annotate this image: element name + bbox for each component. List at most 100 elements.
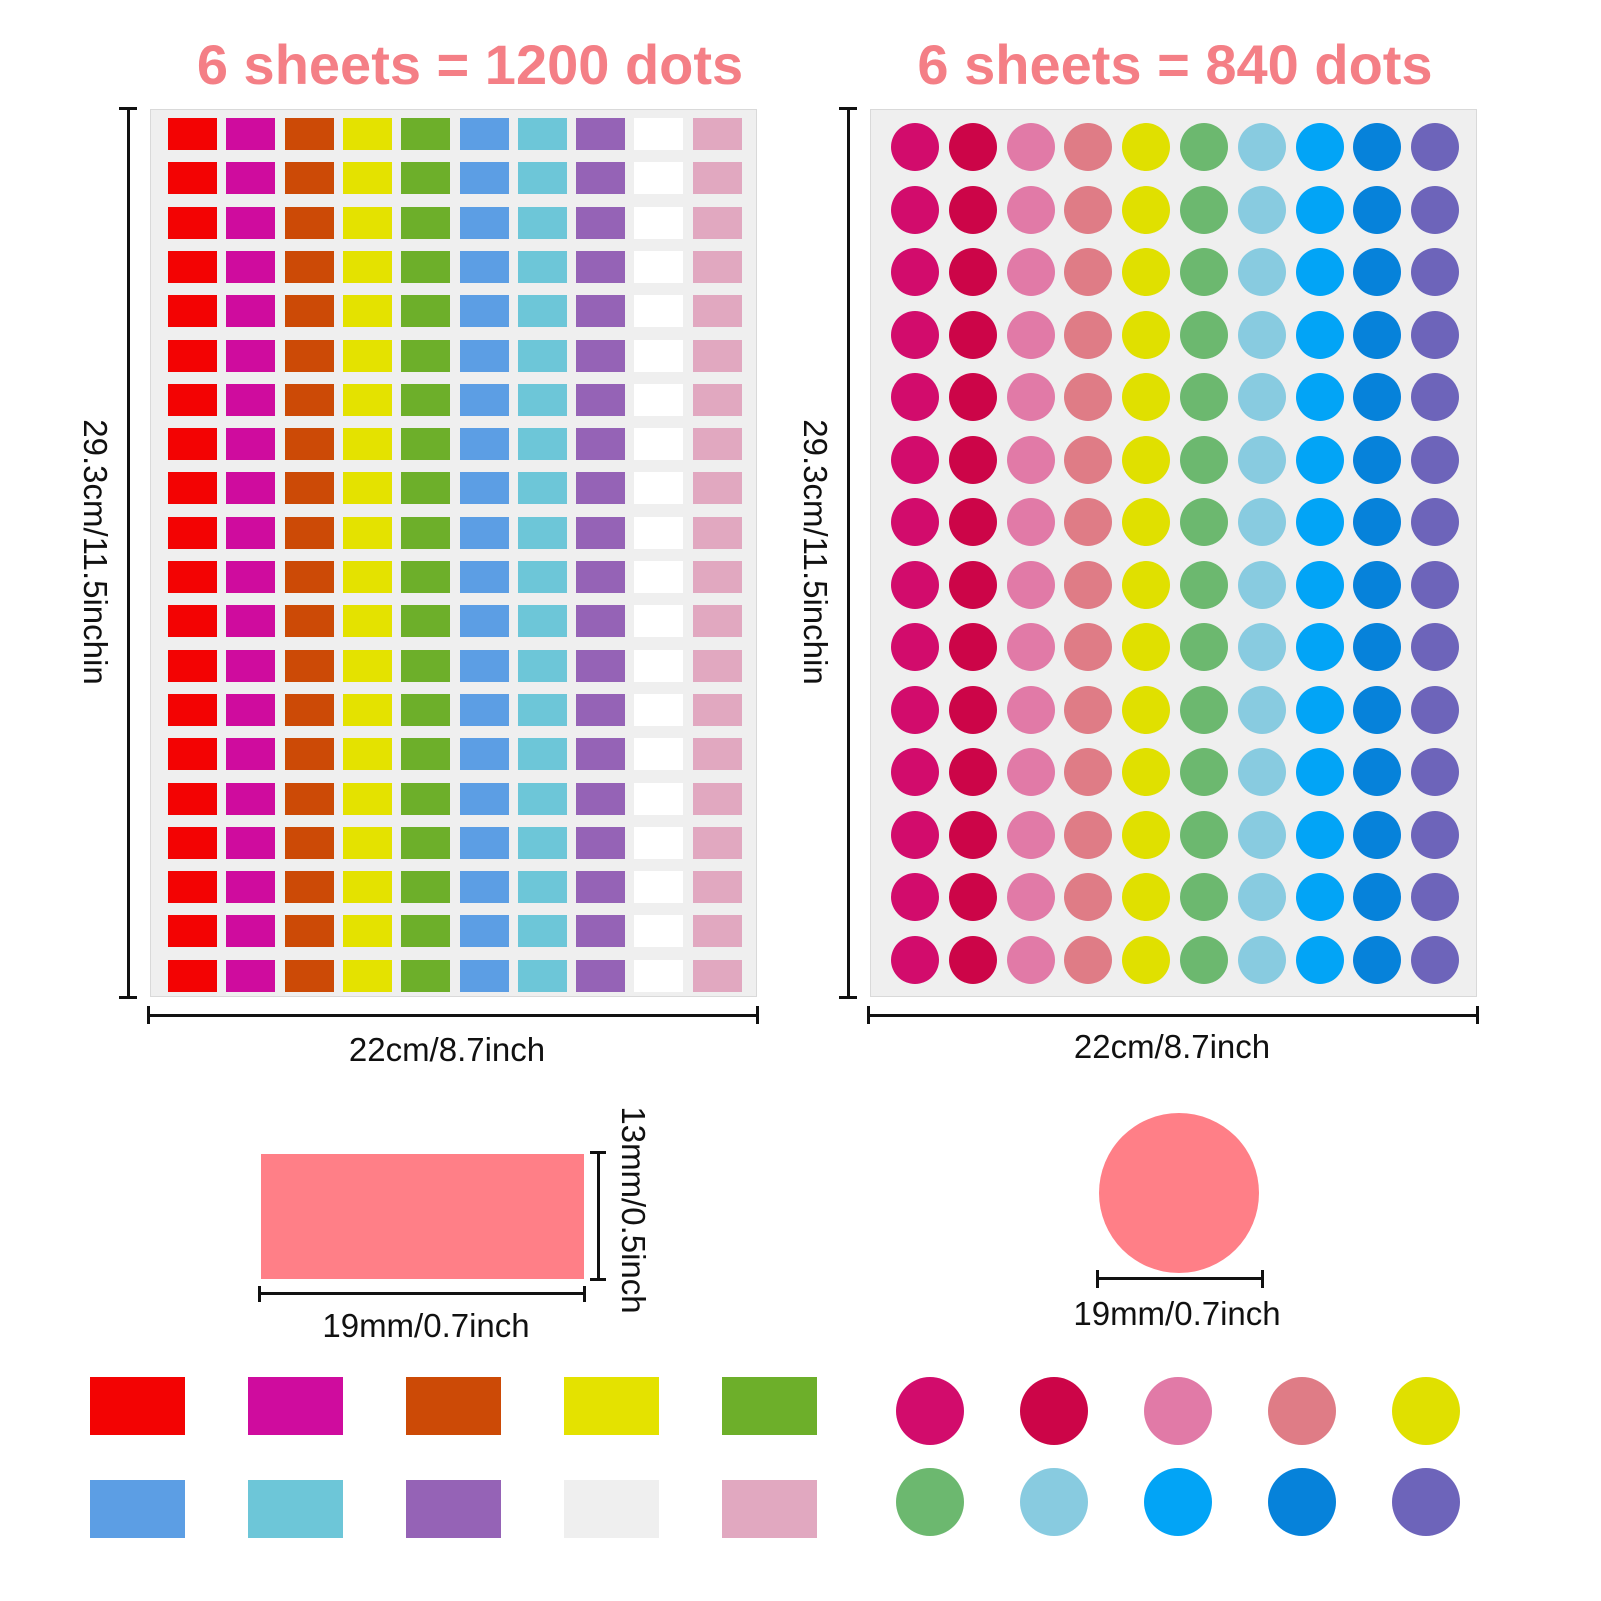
dot-label: [891, 810, 939, 859]
rectangle-label: [342, 472, 392, 505]
dot-label: [1353, 248, 1402, 296]
dot-label: [1006, 623, 1055, 671]
rectangle-label: [517, 561, 567, 593]
rectangle-label: [517, 472, 567, 505]
rectangle-label: [342, 250, 392, 283]
rectangle-label: [692, 339, 742, 372]
dot-label: [948, 123, 997, 171]
rectangle-label: [401, 383, 451, 416]
rectangle-label: [576, 826, 626, 859]
dot-label: [1237, 560, 1286, 609]
rectangle-label: [284, 605, 334, 638]
rectangle-label: [517, 339, 567, 372]
dot-label: [1295, 248, 1344, 296]
rectangle-label: [226, 782, 276, 815]
rectangle-label: [692, 206, 742, 239]
rectangle-label: [226, 693, 276, 726]
dot-color-swatch: [896, 1377, 964, 1445]
dot-label: [1237, 185, 1286, 234]
left-width-label: 22cm/8.7inch: [348, 1031, 546, 1068]
rectangle-label: [459, 339, 509, 372]
dot-label: [1411, 873, 1460, 921]
rectangle-label: [284, 782, 334, 815]
dot-label: [1006, 123, 1055, 171]
dot-label: [891, 685, 939, 734]
right-width-label: 22cm/8.7inch: [1073, 1028, 1271, 1065]
dot-label: [891, 373, 939, 421]
rectangle-label: [576, 782, 626, 815]
dot-label: [1353, 685, 1402, 734]
dot-diameter-label: 19mm/0.7inch: [1073, 1295, 1281, 1332]
rectangle-label: [226, 915, 276, 948]
dot-label: [1411, 748, 1460, 796]
dot-label: [948, 560, 997, 609]
rectangle-label: [459, 162, 509, 195]
dot-label: [1411, 373, 1460, 421]
dot-label: [1180, 435, 1228, 484]
rectangle-color-swatch: [90, 1480, 185, 1538]
dot-label: [1122, 435, 1171, 484]
dot-label: [948, 935, 997, 984]
dot-label: [1006, 873, 1055, 921]
dot-label: [1295, 435, 1344, 484]
dot-label: [1006, 248, 1055, 296]
rectangle-label: [226, 516, 276, 549]
dot-label: [1237, 685, 1286, 734]
rectangle-label: [634, 162, 684, 195]
dot-label: [1411, 623, 1460, 671]
rectangle-label: [168, 649, 217, 682]
rectangle-label: [284, 295, 334, 328]
rectangle-label: [517, 605, 567, 638]
rectangle-label: [401, 162, 451, 195]
rectangle-label: [342, 295, 392, 328]
dot-label: [891, 248, 939, 296]
dot-label: [1180, 748, 1228, 796]
rectangle-label: [576, 472, 626, 505]
rectangle-label: [459, 915, 509, 948]
dot-label: [1237, 748, 1286, 796]
rectangle-label: [168, 605, 217, 638]
rectangle-label: [634, 871, 684, 904]
rectangle-label: [576, 339, 626, 372]
rectangle-label: [634, 472, 684, 505]
right-height-label: 29.3cm/11.5inchin: [797, 419, 834, 685]
dot-label: [1064, 123, 1113, 171]
dot-label: [1411, 935, 1460, 984]
dot-label: [1180, 623, 1228, 671]
rectangle-label: [226, 871, 276, 904]
dot-label: [1237, 935, 1286, 984]
dot-label-sample: [1099, 1113, 1259, 1273]
dot-label: [1411, 498, 1460, 546]
dot-label: [1237, 623, 1286, 671]
dot-label: [1064, 935, 1113, 984]
rectangle-label: [692, 516, 742, 549]
rectangle-label: [168, 250, 217, 283]
rectangle-label: [634, 782, 684, 815]
rectangle-label: [459, 250, 509, 283]
rectangle-label: [401, 959, 451, 992]
dot-label: [1006, 685, 1055, 734]
rectangle-label: [342, 782, 392, 815]
dot-label: [1180, 810, 1228, 859]
rectangle-label: [692, 561, 742, 593]
rectangle-label: [692, 383, 742, 416]
rectangle-label: [401, 250, 451, 283]
rectangle-label: [517, 383, 567, 416]
dot-label: [1006, 748, 1055, 796]
rectangle-label: [342, 339, 392, 372]
rectangle-color-swatch: [406, 1480, 501, 1538]
rectangle-label: [168, 428, 217, 461]
rect-height-label: 13mm/0.5inch: [615, 1106, 652, 1314]
dot-label: [1295, 310, 1344, 359]
rectangle-label-sample: [261, 1154, 584, 1279]
dot-label: [1006, 185, 1055, 234]
rectangle-label: [401, 516, 451, 549]
dot-color-swatch: [1392, 1377, 1460, 1445]
rectangle-label: [401, 738, 451, 771]
dot-label: [1006, 935, 1055, 984]
dot-label: [1237, 123, 1286, 171]
dot-label: [1237, 810, 1286, 859]
dot-label: [1006, 435, 1055, 484]
dot-label: [891, 498, 939, 546]
rectangle-label: [342, 826, 392, 859]
